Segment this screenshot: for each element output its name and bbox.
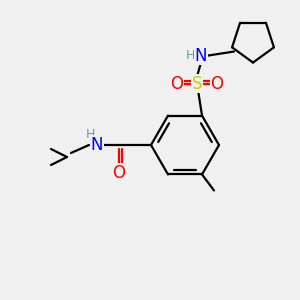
Text: O: O bbox=[112, 164, 125, 182]
Text: H: H bbox=[185, 49, 195, 62]
Text: N: N bbox=[91, 136, 103, 154]
Text: N: N bbox=[195, 46, 207, 64]
Text: H: H bbox=[85, 128, 95, 142]
Text: S: S bbox=[192, 75, 202, 93]
Text: O: O bbox=[170, 75, 184, 93]
Text: O: O bbox=[211, 75, 224, 93]
